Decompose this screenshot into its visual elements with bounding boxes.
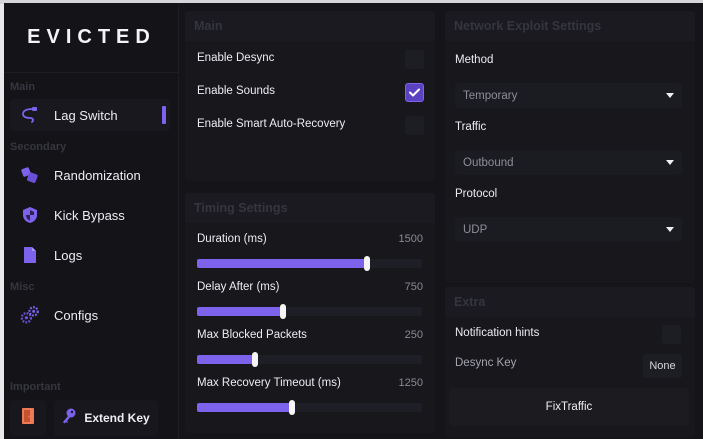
enable-sounds-checkbox[interactable] bbox=[405, 83, 424, 102]
extend-key-button[interactable]: Extend Key bbox=[54, 400, 158, 436]
timing-settings-panel: Timing Settings Duration (ms) 1500 Delay… bbox=[185, 193, 435, 433]
protocol-select[interactable]: UDP bbox=[455, 217, 682, 242]
slider-value-max-blocked-packets: 250 bbox=[404, 329, 423, 341]
sidebar-item-label: Kick Bypass bbox=[54, 207, 125, 223]
slider-fill bbox=[197, 403, 292, 412]
notification-hints-checkbox[interactable] bbox=[662, 325, 681, 344]
sidebar-item-kick-bypass[interactable]: Kick Bypass bbox=[10, 199, 170, 231]
toggle-label-enable-desync: Enable Desync bbox=[197, 52, 275, 64]
toggle-label-enable-sounds: Enable Sounds bbox=[197, 85, 276, 97]
app-logo: EVICTED bbox=[4, 3, 179, 73]
extra-panel: Extra Notification hints Desync Key None… bbox=[445, 287, 695, 437]
field-label-traffic: Traffic bbox=[455, 121, 487, 133]
panel-title: Timing Settings bbox=[185, 193, 435, 223]
sidebar-item-lag-switch[interactable]: Lag Switch bbox=[10, 99, 170, 131]
cable-icon bbox=[20, 105, 40, 125]
slider-label-delay-after: Delay After (ms) bbox=[197, 281, 280, 293]
slider-value-delay-after: 750 bbox=[404, 281, 423, 293]
select-value: Temporary bbox=[463, 89, 518, 102]
network-exploit-settings-panel: Network Exploit Settings Method Temporar… bbox=[445, 11, 695, 283]
max-blocked-packets-slider[interactable] bbox=[197, 352, 422, 367]
section-label-main: Main bbox=[10, 81, 36, 93]
field-label-protocol: Protocol bbox=[455, 188, 498, 200]
active-indicator bbox=[162, 106, 166, 124]
slider-thumb[interactable] bbox=[364, 256, 370, 271]
door-exit-icon bbox=[22, 407, 34, 429]
delay-after-slider[interactable] bbox=[197, 304, 422, 319]
traffic-select[interactable]: Outbound bbox=[455, 150, 682, 175]
sidebar-item-label: Lag Switch bbox=[54, 107, 118, 123]
panel-title: Extra bbox=[445, 287, 695, 317]
slider-label-max-blocked-packets: Max Blocked Packets bbox=[197, 329, 307, 341]
background-window-strip bbox=[0, 0, 703, 4]
method-select[interactable]: Temporary bbox=[455, 83, 682, 108]
sidebar-item-label: Randomization bbox=[54, 167, 141, 183]
panel-title: Network Exploit Settings bbox=[445, 11, 695, 41]
shield-icon bbox=[20, 205, 40, 225]
slider-fill bbox=[197, 355, 255, 364]
main-panel: Main Enable Desync Enable Sounds Enable … bbox=[185, 11, 435, 181]
key-icon bbox=[62, 408, 76, 429]
sidebar-item-logs[interactable]: Logs bbox=[10, 239, 170, 271]
caret-down-icon bbox=[666, 93, 674, 98]
sidebar: EVICTED Main Lag Switch Secondary Random… bbox=[4, 3, 179, 439]
slider-value-max-recovery-timeout: 1250 bbox=[398, 377, 423, 389]
dice-icon bbox=[20, 165, 40, 185]
sidebar-item-configs[interactable]: Configs bbox=[10, 299, 170, 331]
slider-label-duration: Duration (ms) bbox=[197, 233, 267, 245]
slider-thumb[interactable] bbox=[252, 352, 258, 367]
slider-value-duration: 1500 bbox=[398, 233, 423, 245]
slider-label-max-recovery-timeout: Max Recovery Timeout (ms) bbox=[197, 377, 341, 389]
section-label-misc: Misc bbox=[10, 281, 35, 293]
slider-thumb[interactable] bbox=[289, 400, 295, 415]
slider-thumb[interactable] bbox=[280, 304, 286, 319]
sidebar-item-label: Logs bbox=[54, 247, 83, 263]
select-value: UDP bbox=[463, 223, 488, 236]
notification-hints-label: Notification hints bbox=[455, 327, 540, 339]
extend-key-label: Extend Key bbox=[84, 411, 150, 425]
section-label-secondary: Secondary bbox=[10, 141, 67, 153]
sidebar-item-randomization[interactable]: Randomization bbox=[10, 159, 170, 191]
caret-down-icon bbox=[666, 227, 674, 232]
fix-traffic-button[interactable]: FixTraffic bbox=[449, 388, 689, 426]
file-icon bbox=[20, 245, 40, 265]
slider-fill bbox=[197, 259, 368, 268]
duration-slider[interactable] bbox=[197, 256, 422, 271]
enable-smart-auto-recovery-checkbox[interactable] bbox=[405, 116, 424, 135]
slider-fill bbox=[197, 307, 283, 316]
desync-key-button[interactable]: None bbox=[643, 354, 682, 378]
app-window: EVICTED Main Lag Switch Secondary Random… bbox=[4, 3, 703, 439]
panel-title: Main bbox=[185, 11, 435, 41]
max-recovery-timeout-slider[interactable] bbox=[197, 400, 422, 415]
toggle-label-enable-smart-auto-recovery: Enable Smart Auto-Recovery bbox=[197, 118, 346, 130]
checkmark-icon bbox=[409, 88, 420, 97]
desync-key-label: Desync Key bbox=[455, 357, 517, 369]
gears-icon bbox=[20, 305, 40, 325]
caret-down-icon bbox=[666, 160, 674, 165]
section-label-important: Important bbox=[10, 381, 61, 393]
sidebar-item-label: Configs bbox=[54, 307, 99, 323]
exit-button[interactable] bbox=[10, 400, 46, 436]
enable-desync-checkbox[interactable] bbox=[405, 50, 424, 69]
select-value: Outbound bbox=[463, 156, 514, 169]
field-label-method: Method bbox=[455, 54, 494, 66]
